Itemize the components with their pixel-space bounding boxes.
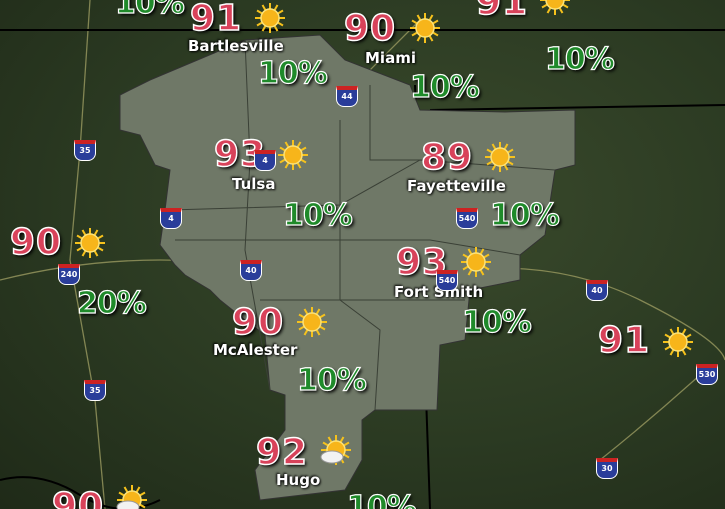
city-name: McAlester	[213, 341, 298, 359]
weather-icon-sunny	[485, 142, 515, 172]
weather-icon-sunny	[297, 307, 327, 337]
city-name: Fort Smith	[394, 283, 484, 301]
highway-shield: 40	[240, 260, 262, 281]
city-name: Hugo	[276, 471, 321, 489]
temperature: 90	[9, 221, 63, 264]
precip-chance: 10%	[257, 55, 328, 91]
precip-chance: 10%	[346, 489, 417, 509]
precip-chance: 10%	[282, 197, 353, 233]
weather-icon-sunny	[461, 247, 491, 277]
highway-shield: 530	[696, 364, 718, 385]
temperature: 91	[475, 0, 529, 24]
weather-icon-partly-cloudy	[116, 485, 147, 509]
precip-chance: 10%	[409, 69, 480, 105]
highway-shield: 35	[74, 140, 96, 161]
weather-icon-sunny	[410, 13, 440, 43]
highway-shield: 40	[586, 280, 608, 301]
temperature: 91	[597, 319, 651, 362]
weather-icon-sunny	[663, 327, 693, 357]
precip-chance: 10%	[114, 0, 185, 22]
temperature: 89	[420, 136, 474, 179]
highway-shield: 4	[160, 208, 182, 229]
temperature: 90	[231, 301, 285, 344]
highway-shield: 540	[456, 208, 478, 229]
city-name: Miami	[365, 49, 416, 67]
forecast-region	[119, 34, 576, 501]
highway-shield: 30	[596, 458, 618, 479]
temperature: 90	[343, 7, 397, 50]
weather-icon-sunny	[255, 3, 285, 33]
weather-icon-partly-cloudy	[320, 435, 351, 465]
weather-icon-sunny	[75, 228, 105, 258]
city-name: Bartlesville	[188, 37, 284, 55]
temperature: 91	[189, 0, 243, 40]
highway-shield: 35	[84, 380, 106, 401]
precip-chance: 10%	[461, 304, 532, 340]
highway-shield: 240	[58, 264, 80, 285]
highway-shield: 540	[436, 270, 458, 291]
city-name: Fayetteville	[407, 177, 506, 195]
precip-chance: 10%	[544, 41, 615, 77]
city-name: Tulsa	[232, 175, 276, 193]
precip-chance: 10%	[489, 197, 560, 233]
highway-shield: 4	[254, 150, 276, 171]
highway-shield: 44	[336, 86, 358, 107]
weather-icon-sunny	[278, 140, 308, 170]
temperature: 90	[51, 485, 105, 509]
precip-chance: 10%	[296, 362, 367, 398]
precip-chance: 20%	[76, 285, 147, 321]
temperature: 92	[255, 431, 309, 474]
weather-icon-sunny	[540, 0, 570, 15]
